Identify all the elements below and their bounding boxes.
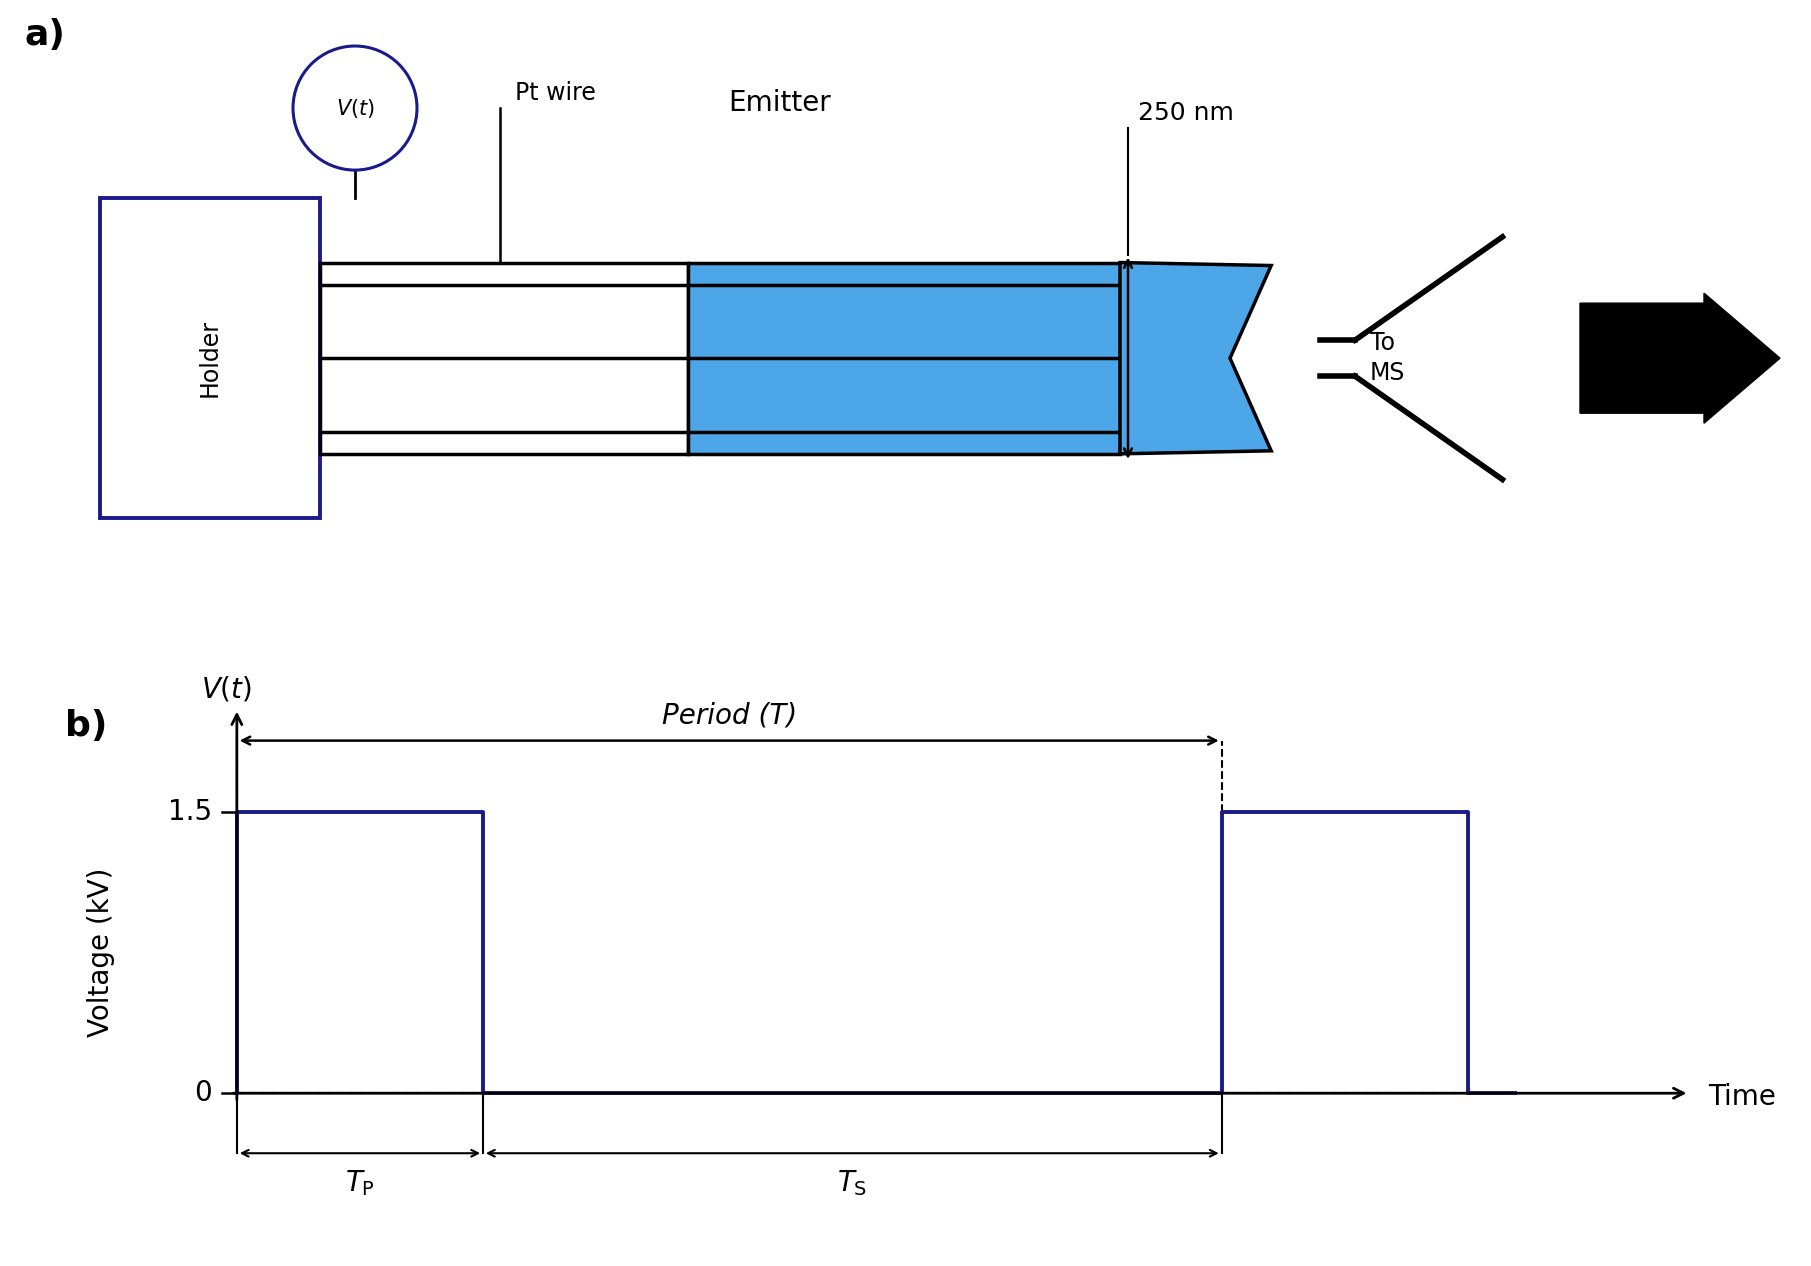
Text: Emitter: Emitter (728, 89, 831, 116)
Polygon shape (1119, 262, 1271, 453)
Circle shape (293, 46, 417, 170)
Text: 250 nm: 250 nm (1137, 101, 1233, 125)
Text: Time: Time (1708, 1082, 1775, 1112)
Text: 0: 0 (194, 1079, 212, 1108)
Text: b): b) (65, 709, 107, 743)
Text: Pt wire: Pt wire (514, 81, 596, 105)
Text: a): a) (25, 18, 65, 52)
Text: $T_\mathregular{P}$: $T_\mathregular{P}$ (344, 1169, 375, 1198)
Bar (100, 197, 321, 518)
Polygon shape (1579, 294, 1780, 423)
Text: $T_\mathregular{S}$: $T_\mathregular{S}$ (837, 1169, 867, 1198)
Text: 1.5: 1.5 (168, 798, 212, 825)
Text: To
MS: To MS (1369, 332, 1405, 385)
Bar (688, 262, 1119, 453)
Text: $V(t)$: $V(t)$ (201, 674, 252, 703)
Text: Voltage (kV): Voltage (kV) (87, 868, 116, 1037)
Text: $V(t)$: $V(t)$ (335, 96, 375, 119)
Text: Period (T): Period (T) (661, 701, 797, 729)
Bar (321, 262, 688, 453)
Text: Holder: Holder (197, 319, 223, 398)
